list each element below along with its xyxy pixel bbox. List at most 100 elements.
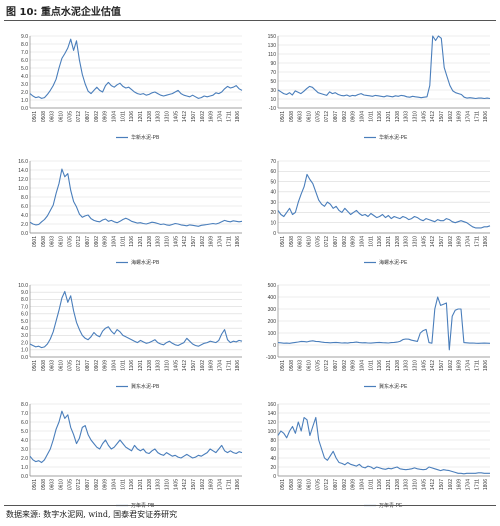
x-tick-label: 1704 — [465, 479, 471, 490]
x-tick-label: 0603 — [298, 360, 304, 371]
x-tick-label: 1303 — [156, 111, 162, 122]
x-tick-label: 0508 — [41, 111, 47, 122]
x-tick-label: 1011 — [368, 236, 374, 247]
x-tick-label: 1711 — [226, 111, 232, 122]
legend-label: 海螺水泥-PE — [379, 259, 408, 266]
x-tick-label: 0501 — [32, 360, 38, 371]
x-tick-label: 1507 — [439, 479, 445, 490]
x-tick-label: 1711 — [474, 111, 480, 122]
y-tick-label: 1.0 — [21, 348, 28, 354]
x-tick-label: 1405 — [421, 479, 427, 490]
x-tick-label: 1201 — [138, 360, 144, 371]
x-tick-label: 1602 — [448, 236, 454, 247]
y-tick-label: 0 — [273, 343, 276, 349]
y-tick-label: 30 — [270, 88, 276, 94]
y-tick-label: 10.0 — [18, 186, 28, 192]
x-tick-label: 1201 — [138, 236, 144, 247]
x-tick-label: 0705 — [67, 479, 73, 490]
x-tick-label: 1704 — [217, 360, 223, 371]
x-tick-label: 1106 — [129, 236, 135, 247]
y-tick-label: 70 — [270, 159, 276, 165]
y-tick-label: 30 — [270, 200, 276, 206]
y-tick-label: 6.0 — [21, 420, 28, 426]
x-tick-label: 1602 — [200, 111, 206, 122]
x-tick-label: 0501 — [32, 236, 38, 247]
x-tick-label: 1106 — [129, 360, 135, 371]
y-tick-label: 3.0 — [21, 82, 28, 88]
y-tick-label: 8.0 — [21, 297, 28, 303]
x-tick-label: 1602 — [448, 111, 454, 122]
x-tick-label: 0705 — [67, 360, 73, 371]
x-tick-label: 0712 — [324, 111, 330, 122]
x-tick-label: 0610 — [58, 479, 64, 490]
x-tick-label: 1310 — [164, 360, 170, 371]
x-tick-label: 1208 — [395, 360, 401, 371]
x-tick-label: 1806 — [235, 111, 241, 122]
y-tick-label: 7.0 — [21, 50, 28, 56]
x-tick-label: 0610 — [58, 236, 64, 247]
x-tick-label: 1412 — [430, 479, 436, 490]
x-tick-label: 0807 — [85, 236, 91, 247]
x-tick-label: 0705 — [67, 236, 73, 247]
y-tick-label: 0.0 — [21, 231, 28, 237]
y-tick-label: 150 — [268, 34, 277, 40]
x-tick-label: 1507 — [439, 360, 445, 371]
x-tick-label: 1004 — [359, 236, 365, 247]
y-tick-label: 0.0 — [21, 474, 28, 480]
x-tick-label: 1208 — [147, 479, 153, 490]
y-tick-label: 5.0 — [21, 66, 28, 72]
x-tick-label: 1507 — [439, 236, 445, 247]
x-tick-label: 1711 — [226, 360, 232, 371]
x-tick-label: 1711 — [226, 236, 232, 247]
y-tick-label: 10 — [270, 221, 276, 227]
x-tick-label: 1004 — [111, 360, 117, 371]
y-tick-label: 6.0 — [21, 312, 28, 318]
x-tick-label: 1405 — [421, 111, 427, 122]
chart-panel-3: 0.0 2.0 4.0 6.0 8.0 10.0 12.0 14.0 16.0 0501 0508 0… — [4, 153, 248, 271]
y-tick-label: 16.0 — [18, 159, 28, 165]
x-tick-label: 1602 — [200, 236, 206, 247]
x-tick-label: 0603 — [50, 360, 56, 371]
x-tick-label: 1405 — [173, 236, 179, 247]
x-tick-label: 0712 — [76, 479, 82, 490]
series-line — [29, 168, 243, 227]
x-tick-label: 0508 — [41, 236, 47, 247]
y-tick-label: 110 — [268, 52, 276, 58]
x-tick-label: 0712 — [76, 360, 82, 371]
y-tick-label: 140 — [268, 411, 277, 417]
figure-title: 图 10: 重点水泥企业估值 — [6, 7, 121, 18]
legend-label: 海螺水泥-PB — [131, 259, 160, 266]
x-tick-label: 1011 — [120, 111, 126, 122]
x-tick-label: 0603 — [50, 111, 56, 122]
chart-panel-4: 0 10 20 30 40 50 60 70 0501 0508 0603 0610 0705 0712 0… — [252, 153, 496, 271]
chart-svg-8: 0 20 40 60 80 100 120 140 160 0501 0508 0603 0610 070… — [268, 402, 490, 509]
x-tick-label: 1412 — [182, 111, 188, 122]
x-tick-label: 1412 — [430, 236, 436, 247]
legend-label: 华新水泥-PB — [131, 134, 160, 141]
x-tick-label: 0902 — [342, 236, 348, 247]
x-tick-label: 1011 — [368, 479, 374, 490]
x-tick-label: 1201 — [138, 111, 144, 122]
y-tick-label: 80 — [270, 438, 276, 444]
x-tick-label: 0501 — [32, 479, 38, 490]
x-tick-label: 1609 — [209, 236, 215, 247]
x-tick-label: 1004 — [111, 236, 117, 247]
y-tick-label: 14.0 — [18, 168, 28, 174]
x-tick-label: 1412 — [430, 111, 436, 122]
x-tick-label: 1310 — [412, 479, 418, 490]
x-tick-label: 0508 — [41, 479, 47, 490]
x-tick-label: 0705 — [315, 479, 321, 490]
y-tick-label: -100 — [266, 355, 276, 361]
x-tick-label: 1201 — [386, 479, 392, 490]
y-tick-label: 50 — [270, 179, 276, 185]
x-tick-label: 0705 — [315, 111, 321, 122]
source-rule — [4, 505, 496, 506]
x-tick-label: 1303 — [404, 479, 410, 490]
x-tick-label: 1201 — [386, 111, 392, 122]
chart-panel-7: 0.0 1.0 2.0 3.0 4.0 5.0 6.0 7.0 8.0 0501 0508 0603 0… — [4, 396, 248, 514]
x-tick-label: 1201 — [138, 479, 144, 490]
x-tick-label: 1507 — [191, 236, 197, 247]
legend-label: 冀东水泥-PE — [379, 383, 408, 390]
